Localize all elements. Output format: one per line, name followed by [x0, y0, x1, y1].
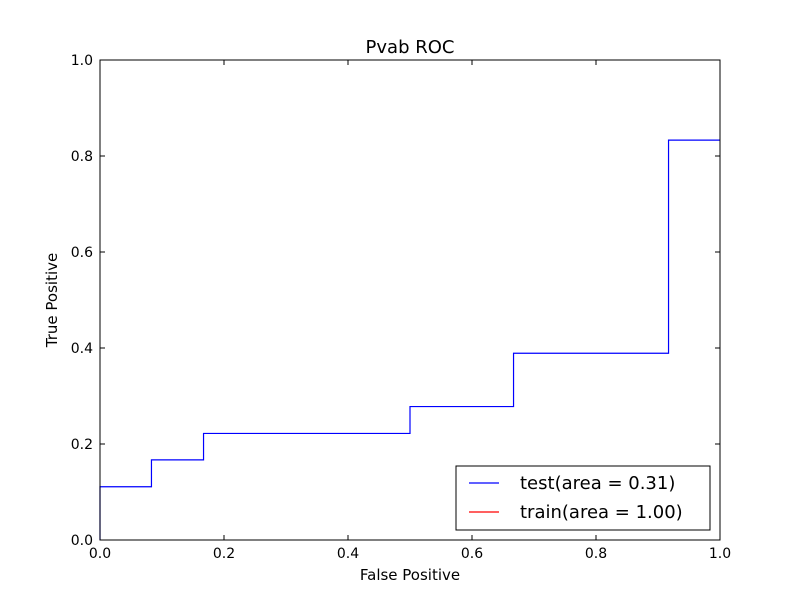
y-tick-label: 0.2 — [71, 437, 93, 453]
y-axis-label: True Positive — [43, 253, 61, 348]
y-tick-label: 0.0 — [71, 533, 93, 549]
x-axis-label: False Positive — [360, 566, 460, 584]
legend-box — [455, 465, 711, 531]
y-tick-label: 0.6 — [71, 245, 93, 261]
series-layer — [99, 139, 720, 540]
axis-ticks: 0.0 0.2 0.4 0.6 0.8 1.0 0.0 0.2 0.4 0.6 0.8 1.0 — [71, 53, 731, 562]
x-tick-label: 0.6 — [461, 546, 483, 562]
y-tick-label: 1.0 — [71, 53, 93, 69]
chart-title: Pvab ROC — [366, 37, 455, 58]
y-tick-label: 0.4 — [71, 341, 93, 357]
x-tick-label: 1.0 — [709, 546, 731, 562]
x-tick-label: 0.0 — [89, 546, 111, 562]
legend: test(area = 0.31) train(area = 1.00) — [455, 465, 711, 531]
legend-label: test(area = 0.31) — [520, 473, 675, 494]
x-tick-label: 0.4 — [337, 546, 359, 562]
x-tick-label: 0.8 — [585, 546, 607, 562]
series-line-0 — [99, 139, 720, 540]
x-tick-label: 0.2 — [213, 546, 235, 562]
y-tick-label: 0.8 — [71, 149, 93, 165]
plot-area-frame — [99, 59, 721, 541]
legend-label: train(area = 1.00) — [520, 502, 683, 523]
